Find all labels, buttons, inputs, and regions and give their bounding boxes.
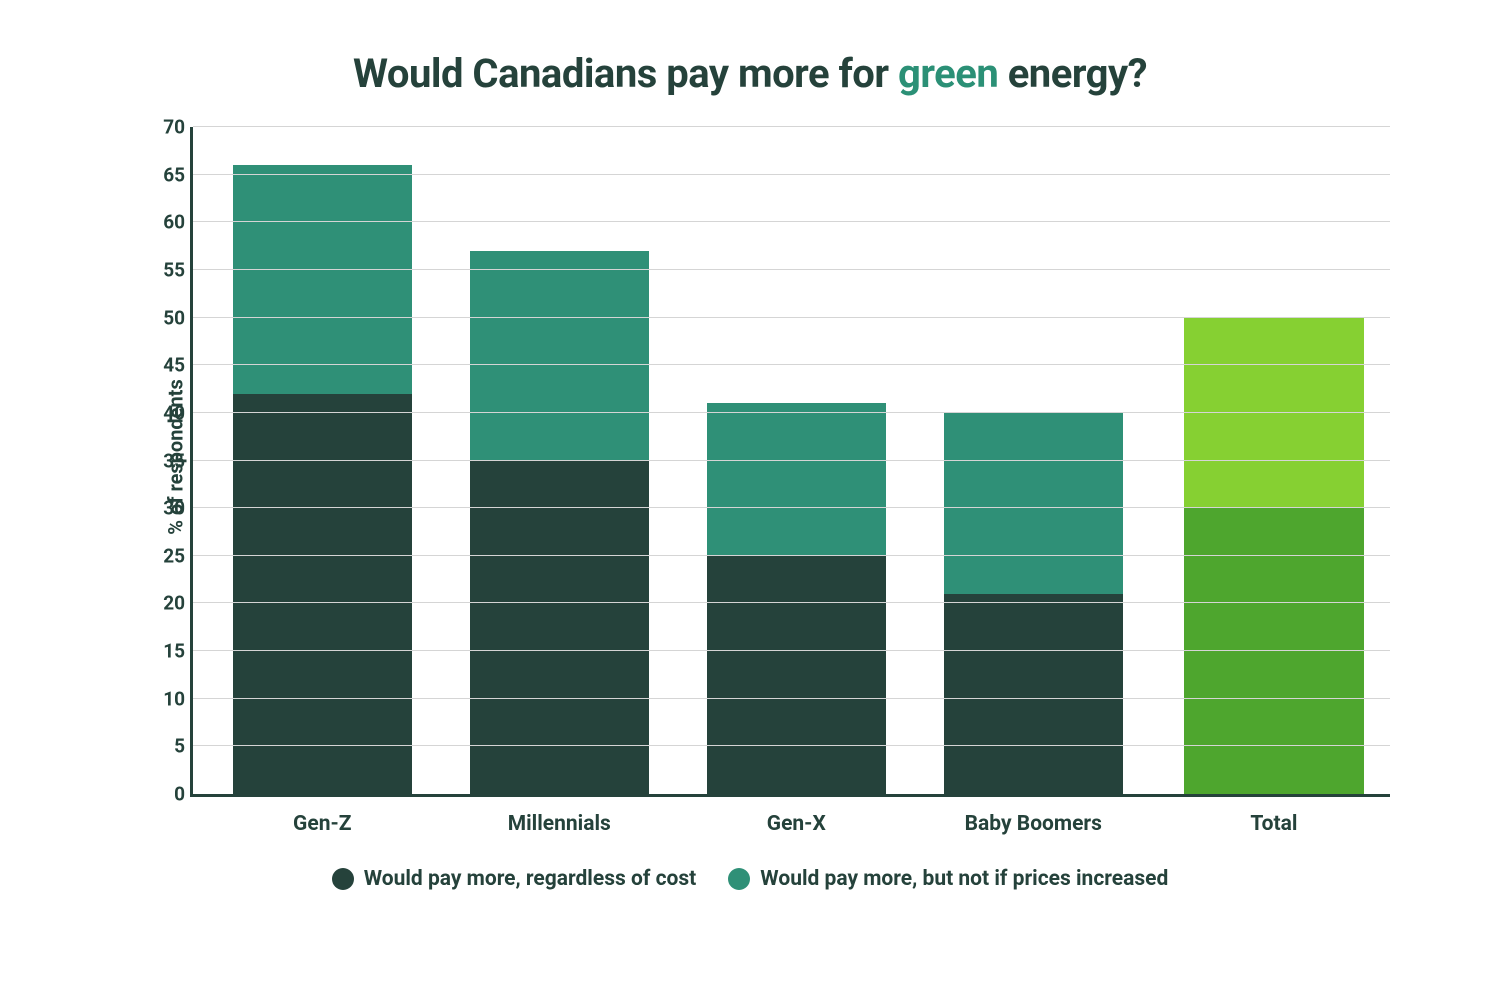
y-tick-label: 65 [145, 163, 185, 186]
bar-segment-top [707, 403, 887, 555]
gridline [193, 460, 1390, 461]
y-tick-label: 35 [145, 449, 185, 472]
x-tick-label: Gen-Z [293, 812, 351, 836]
gridline [193, 221, 1390, 222]
bar-group [470, 127, 650, 794]
y-tick-label: 30 [145, 497, 185, 520]
x-tick-label: Gen-X [767, 812, 826, 836]
gridline [193, 602, 1390, 603]
y-tick-label: 5 [145, 735, 185, 758]
bar-segment-bottom [470, 461, 650, 795]
y-tick-label: 40 [145, 401, 185, 424]
legend-label: Would pay more, but not if prices increa… [760, 867, 1168, 891]
title-post: energy? [998, 50, 1147, 97]
gridline [193, 412, 1390, 413]
y-tick-label: 0 [145, 783, 185, 806]
y-tick-label: 10 [145, 687, 185, 710]
bar-segment-top [470, 251, 650, 461]
plot-area: 0510152025303540455055606570Gen-ZMillenn… [190, 127, 1390, 797]
legend-label: Would pay more, regardless of cost [364, 867, 697, 891]
bar-group [233, 127, 413, 794]
legend-item: Would pay more, but not if prices increa… [728, 867, 1168, 891]
gridline [193, 317, 1390, 318]
bar-group [944, 127, 1124, 794]
x-tick-label: Total [1250, 812, 1297, 836]
gridline [193, 555, 1390, 556]
bar-segment-bottom [707, 556, 887, 794]
y-tick-label: 55 [145, 258, 185, 281]
y-tick-label: 25 [145, 544, 185, 567]
y-tick-label: 20 [145, 592, 185, 615]
gridline [193, 650, 1390, 651]
bar-segment-bottom [1184, 508, 1364, 794]
bar-group [707, 127, 887, 794]
y-tick-label: 70 [145, 116, 185, 139]
bar-segment-top [944, 413, 1124, 594]
y-tick-label: 60 [145, 211, 185, 234]
y-tick-label: 15 [145, 640, 185, 663]
y-tick-label: 45 [145, 354, 185, 377]
bar-segment-bottom [944, 594, 1124, 794]
x-tick-label: Baby Boomers [965, 812, 1102, 836]
y-tick-label: 50 [145, 306, 185, 329]
bar-segment-bottom [233, 394, 413, 794]
title-pre: Would Canadians pay more for [353, 50, 898, 97]
legend: Would pay more, regardless of cost Would … [80, 867, 1420, 891]
bar-segment-top [1184, 318, 1364, 509]
bar-group [1184, 127, 1364, 794]
bar-segment-top [233, 165, 413, 394]
gridline [193, 698, 1390, 699]
x-tick-label: Millennials [508, 812, 611, 836]
chart-title: Would Canadians pay more for green energ… [80, 50, 1420, 97]
chart-area: % of respondents 05101520253035404550556… [80, 117, 1420, 797]
legend-item: Would pay more, regardless of cost [332, 867, 697, 891]
gridline [193, 126, 1390, 127]
legend-swatch-icon [728, 868, 750, 890]
bars-layer [193, 127, 1390, 794]
gridline [193, 174, 1390, 175]
gridline [193, 269, 1390, 270]
gridline [193, 364, 1390, 365]
gridline [193, 745, 1390, 746]
chart-container: Would Canadians pay more for green energ… [80, 0, 1420, 891]
gridline [193, 507, 1390, 508]
title-green-word: green [898, 50, 998, 97]
legend-swatch-icon [332, 868, 354, 890]
